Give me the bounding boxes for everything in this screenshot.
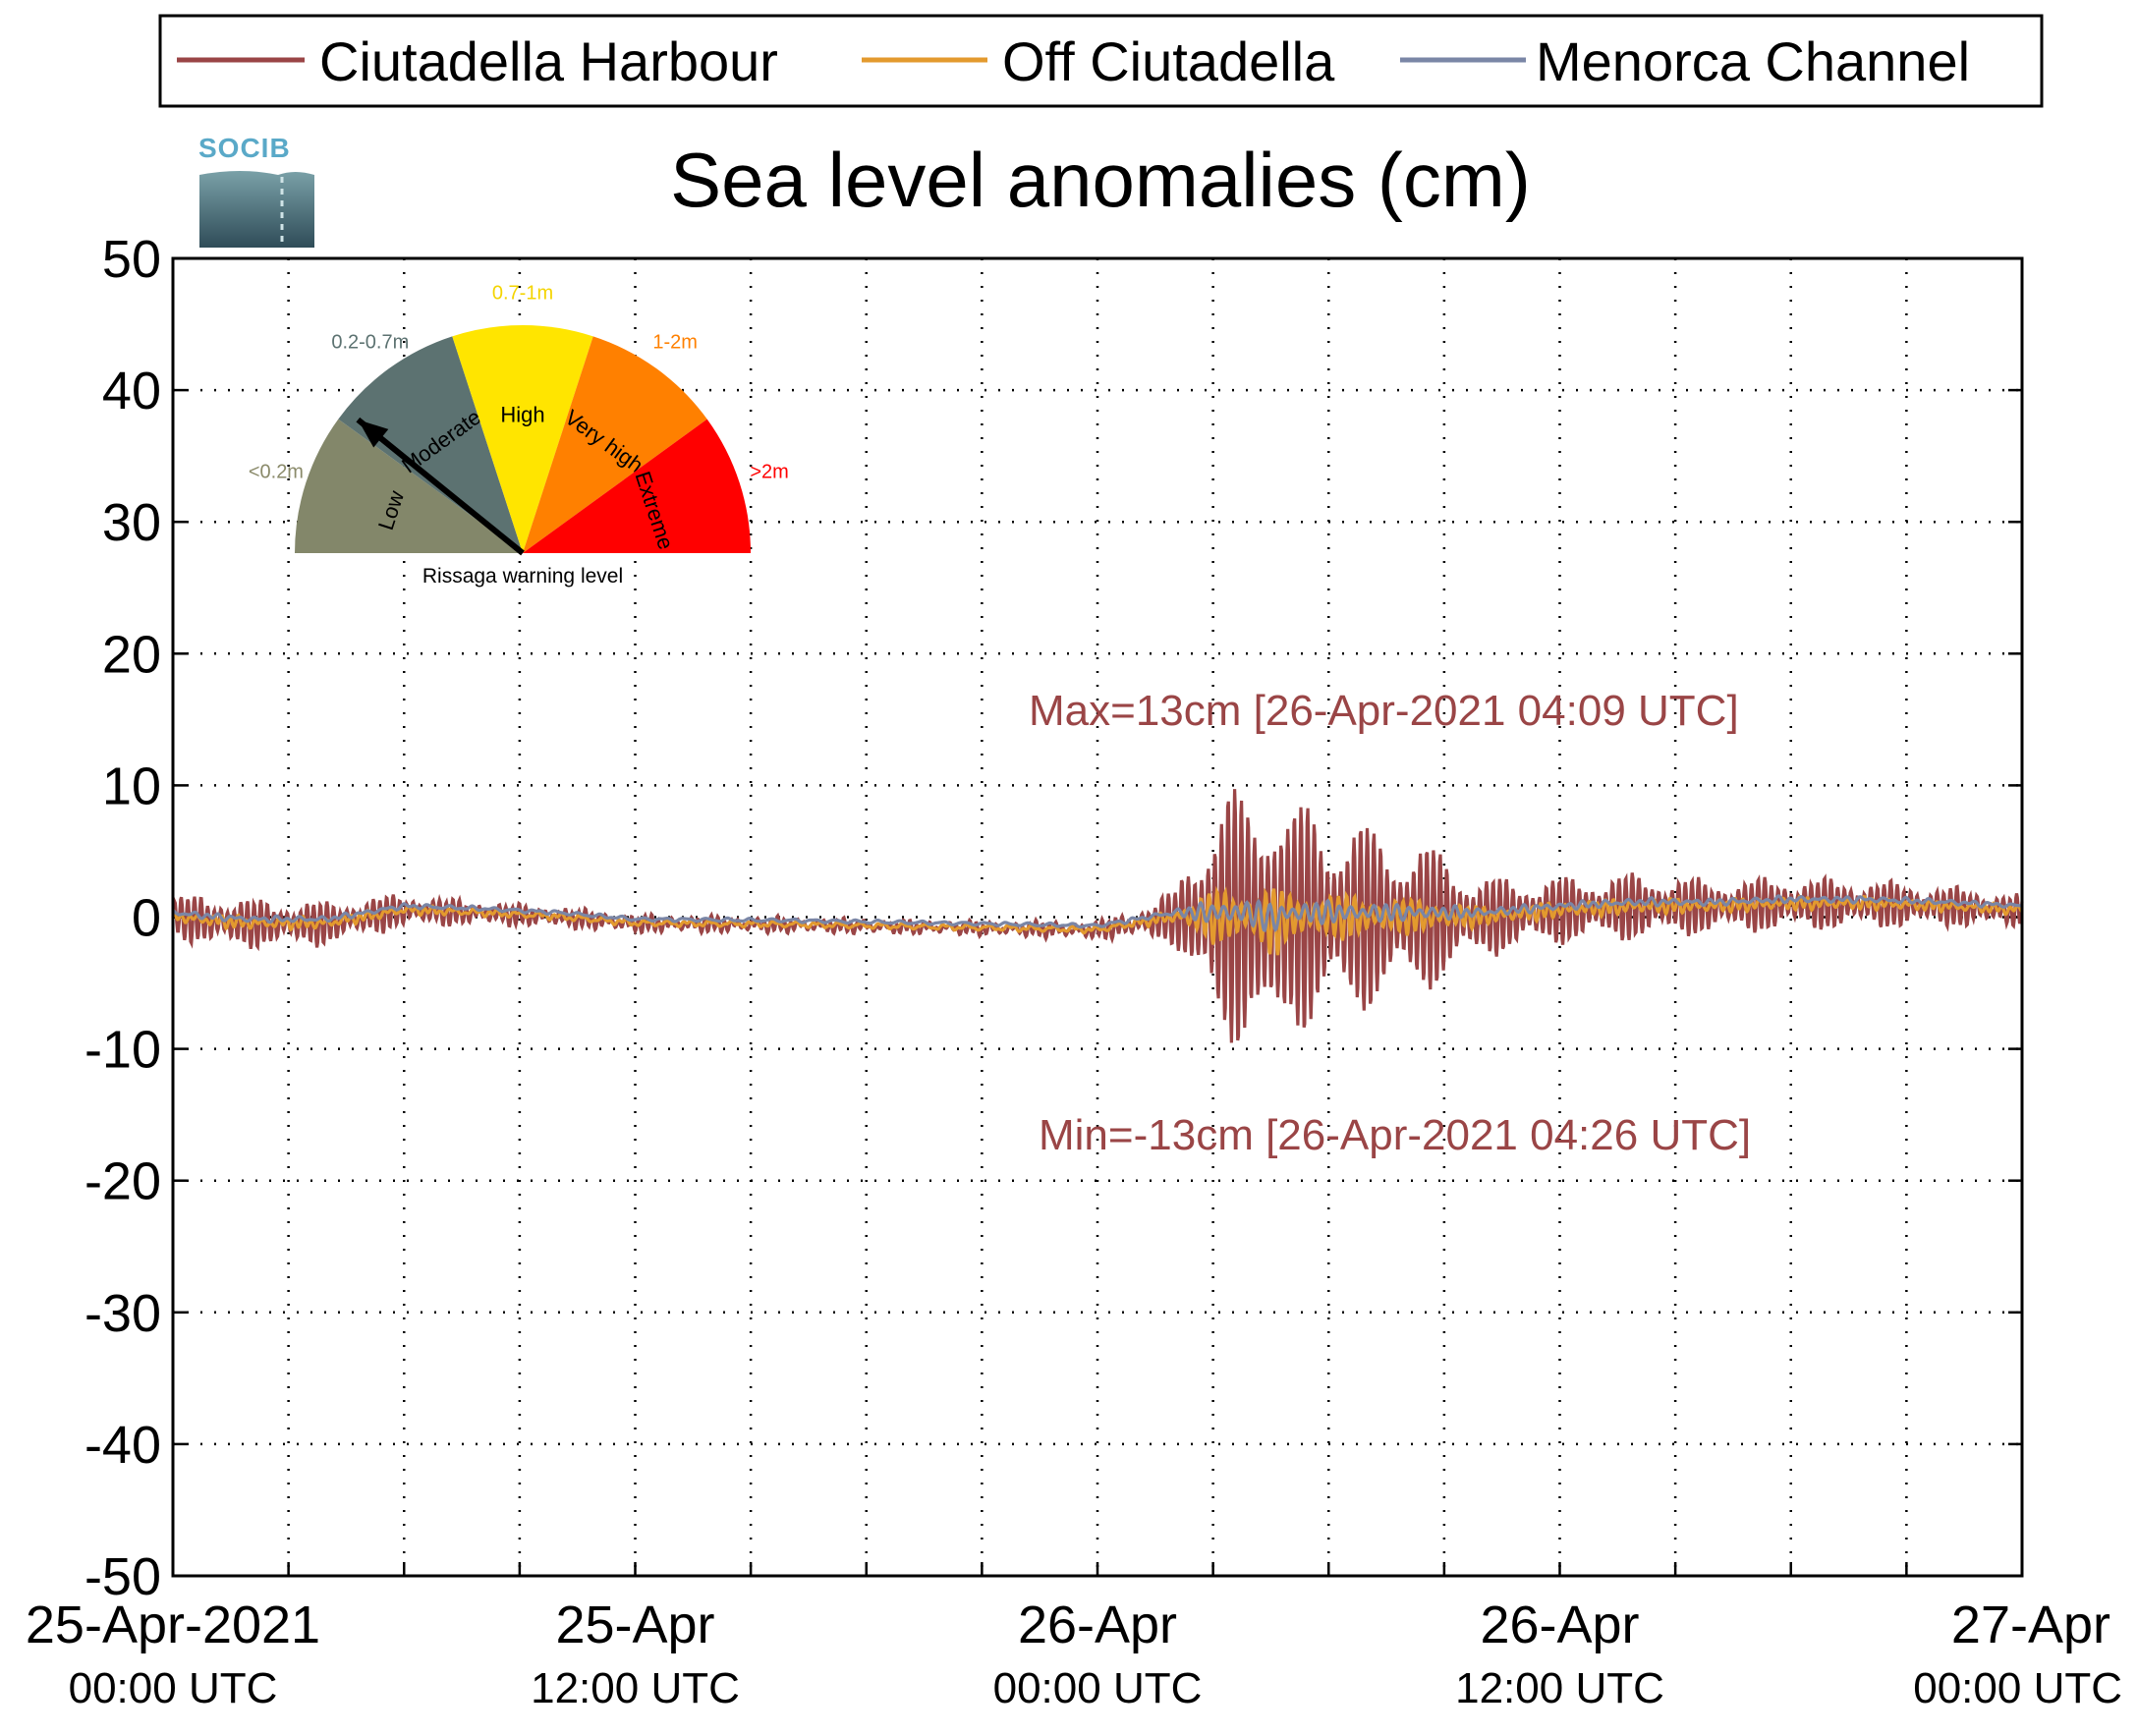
y-tick-label: 0 — [132, 889, 161, 948]
legend: Ciutadella Harbour Off Ciutadella Menorc… — [158, 14, 2044, 108]
x-tick-date: 25-Apr — [555, 1596, 714, 1654]
gauge-range-label: 0.7-1m — [492, 282, 553, 304]
gauge-segment — [295, 419, 523, 553]
socib-logo: SOCIB — [198, 133, 314, 248]
y-tick-label: 40 — [102, 362, 161, 420]
gauge-segment — [523, 419, 751, 553]
gauge-range-label: <0.2m — [249, 462, 304, 483]
legend-label-off: Off Ciutadella — [1002, 30, 1335, 92]
x-tick-time: 12:00 UTC — [1455, 1664, 1664, 1712]
gauge-range-label: 0.2-0.7m — [331, 332, 409, 354]
gauge-segment — [338, 336, 523, 553]
legend-box — [158, 14, 2044, 108]
plot-frame — [171, 256, 2024, 1578]
gauge-caption: Rissaga warning level — [422, 565, 623, 588]
y-tick-label: 30 — [102, 493, 161, 552]
y-tick-label: 10 — [102, 756, 161, 815]
y-tick-label: -40 — [84, 1416, 161, 1475]
gauge-needle — [356, 417, 525, 556]
y-tick-label: -20 — [84, 1152, 161, 1211]
chart-title: Sea level anomalies (cm) — [670, 137, 1531, 223]
gauge-segment — [523, 336, 707, 553]
legend-label-harbour: Ciutadella Harbour — [319, 30, 778, 92]
max-annotation: Max=13cm [26-Apr-2021 04:09 UTC] — [1029, 687, 1739, 735]
y-tick-label: 50 — [102, 230, 161, 289]
series-line-menorca-channel — [172, 894, 2023, 932]
x-tick-date: 26-Apr — [1018, 1596, 1177, 1654]
x-tick-date: 27-Apr — [1951, 1596, 2110, 1654]
gauge-segment-label: High — [500, 403, 544, 427]
y-tick-label: -10 — [84, 1021, 161, 1080]
series-lines — [171, 789, 2024, 1043]
gauge-range-label: >2m — [750, 462, 788, 483]
legend-label-channel: Menorca Channel — [1536, 30, 1970, 92]
min-annotation: Min=-13cm [26-Apr-2021 04:26 UTC] — [1039, 1111, 1751, 1159]
x-tick-time: 00:00 UTC — [1913, 1664, 2122, 1712]
x-tick-date: 25-Apr-2021 — [26, 1596, 320, 1654]
y-axis: 50 40 30 20 10 0 -10 -20 -30 -40 -50 — [84, 230, 161, 1606]
plot-area: 50 40 30 20 10 0 -10 -20 -30 -40 -50 25-Apr-2021 00… — [26, 230, 2122, 1712]
y-tick-label: -30 — [84, 1284, 161, 1343]
series-line-ciutadella-harbour — [171, 789, 2024, 1043]
logo-text: SOCIB — [198, 133, 291, 163]
gauge-needle-head — [358, 420, 389, 448]
x-tick-time: 00:00 UTC — [993, 1664, 1203, 1712]
x-tick-time: 00:00 UTC — [69, 1664, 278, 1712]
x-tick-time: 12:00 UTC — [531, 1664, 740, 1712]
x-tick-date: 26-Apr — [1480, 1596, 1639, 1654]
x-axis: 25-Apr-2021 00:00 UTC 25-Apr 12:00 UTC 26-Ap… — [26, 1596, 2122, 1712]
y-tick-label: -50 — [84, 1547, 161, 1606]
gauge-range-label: 1-2m — [652, 332, 698, 354]
y-tick-label: 20 — [102, 625, 161, 684]
gauge-segment — [452, 325, 593, 553]
